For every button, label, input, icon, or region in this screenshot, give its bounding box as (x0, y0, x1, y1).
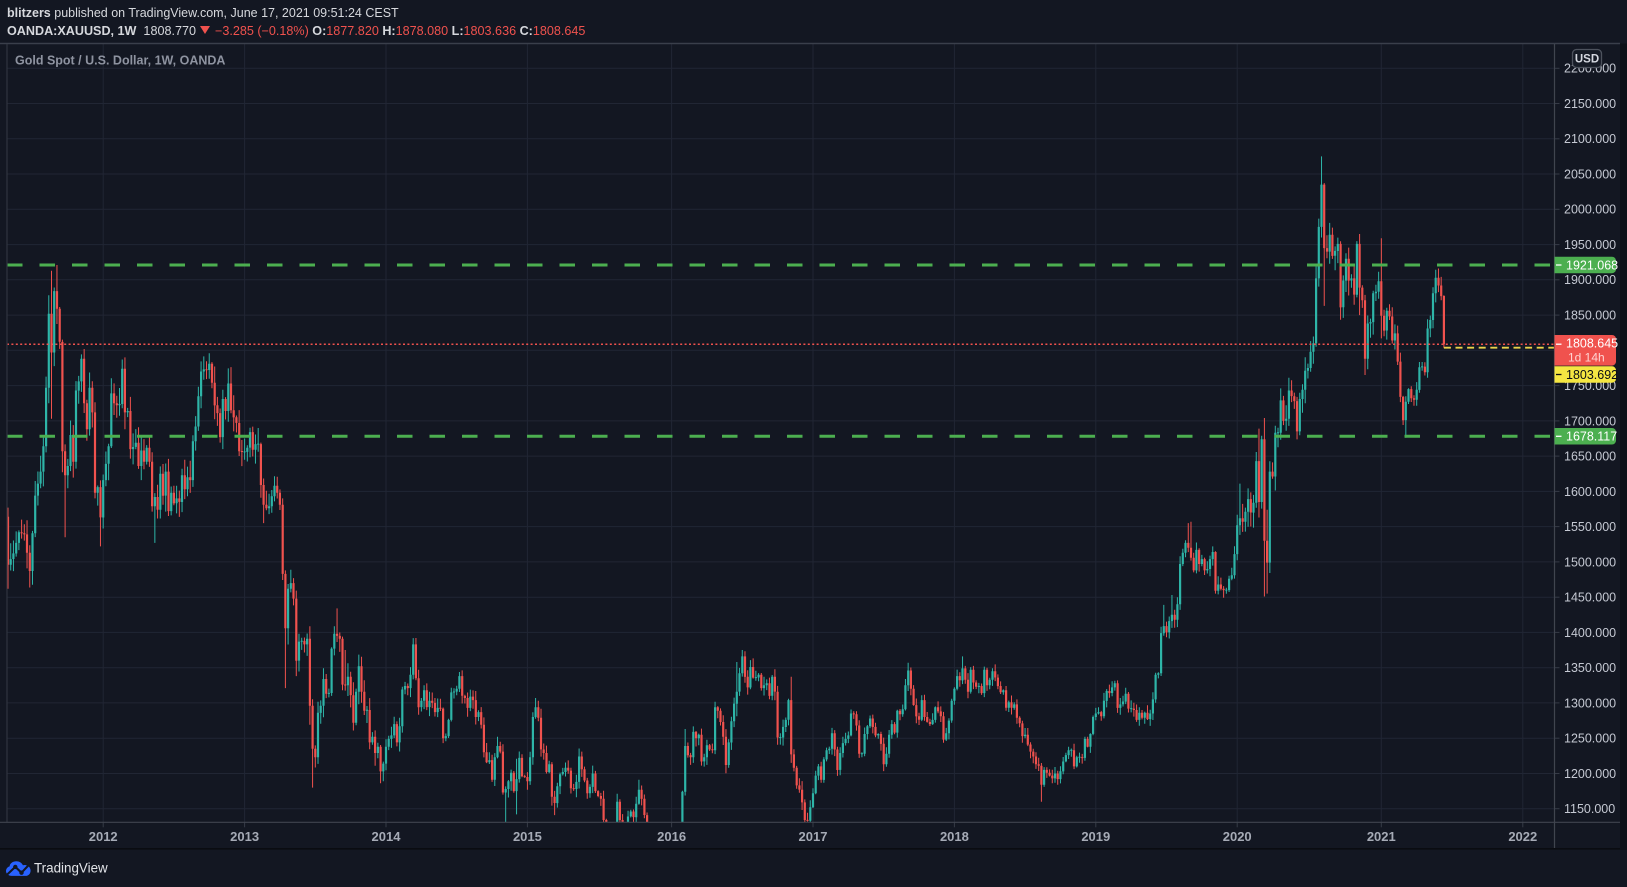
svg-text:1350.000: 1350.000 (1564, 661, 1616, 675)
svg-text:1950.000: 1950.000 (1564, 238, 1616, 252)
svg-text:1150.000: 1150.000 (1564, 802, 1615, 816)
svg-text:2150.000: 2150.000 (1564, 97, 1616, 111)
svg-text:USD: USD (1575, 54, 1599, 66)
svg-text:1450.000: 1450.000 (1564, 591, 1616, 605)
svg-text:1d 14h: 1d 14h (1568, 350, 1605, 364)
svg-text:1850.000: 1850.000 (1564, 309, 1616, 323)
svg-text:2000.000: 2000.000 (1564, 203, 1616, 217)
svg-text:2022: 2022 (1508, 829, 1537, 844)
svg-text:Gold Spot / U.S. Dollar, 1W, O: Gold Spot / U.S. Dollar, 1W, OANDA (15, 54, 225, 68)
svg-text:2100.000: 2100.000 (1564, 132, 1616, 146)
svg-text:1300.000: 1300.000 (1564, 696, 1616, 710)
svg-text:1700.000: 1700.000 (1564, 414, 1616, 428)
svg-text:1500.000: 1500.000 (1564, 555, 1616, 569)
svg-text:1900.000: 1900.000 (1564, 273, 1616, 287)
svg-text:1678.117: 1678.117 (1566, 430, 1617, 444)
svg-text:2013: 2013 (230, 829, 259, 844)
svg-text:2019: 2019 (1081, 829, 1110, 844)
svg-text:2016: 2016 (657, 829, 686, 844)
svg-text:TradingView: TradingView (34, 860, 108, 875)
svg-text:2021: 2021 (1367, 829, 1396, 844)
svg-text:1921.068: 1921.068 (1566, 258, 1618, 272)
svg-text:1200.000: 1200.000 (1564, 767, 1616, 781)
svg-text:1600.000: 1600.000 (1564, 485, 1616, 499)
svg-text:1400.000: 1400.000 (1564, 626, 1616, 640)
svg-text:2012: 2012 (89, 829, 118, 844)
svg-text:2014: 2014 (372, 829, 402, 844)
svg-text:2020: 2020 (1223, 829, 1252, 844)
svg-text:2018: 2018 (940, 829, 969, 844)
svg-text:1650.000: 1650.000 (1564, 450, 1616, 464)
svg-text:1808.645: 1808.645 (1566, 336, 1618, 350)
svg-text:2050.000: 2050.000 (1564, 167, 1616, 181)
svg-text:1803.692: 1803.692 (1566, 368, 1618, 382)
svg-text:2015: 2015 (513, 829, 542, 844)
svg-text:2017: 2017 (799, 829, 828, 844)
svg-text:1250.000: 1250.000 (1564, 732, 1616, 746)
svg-text:1550.000: 1550.000 (1564, 520, 1616, 534)
